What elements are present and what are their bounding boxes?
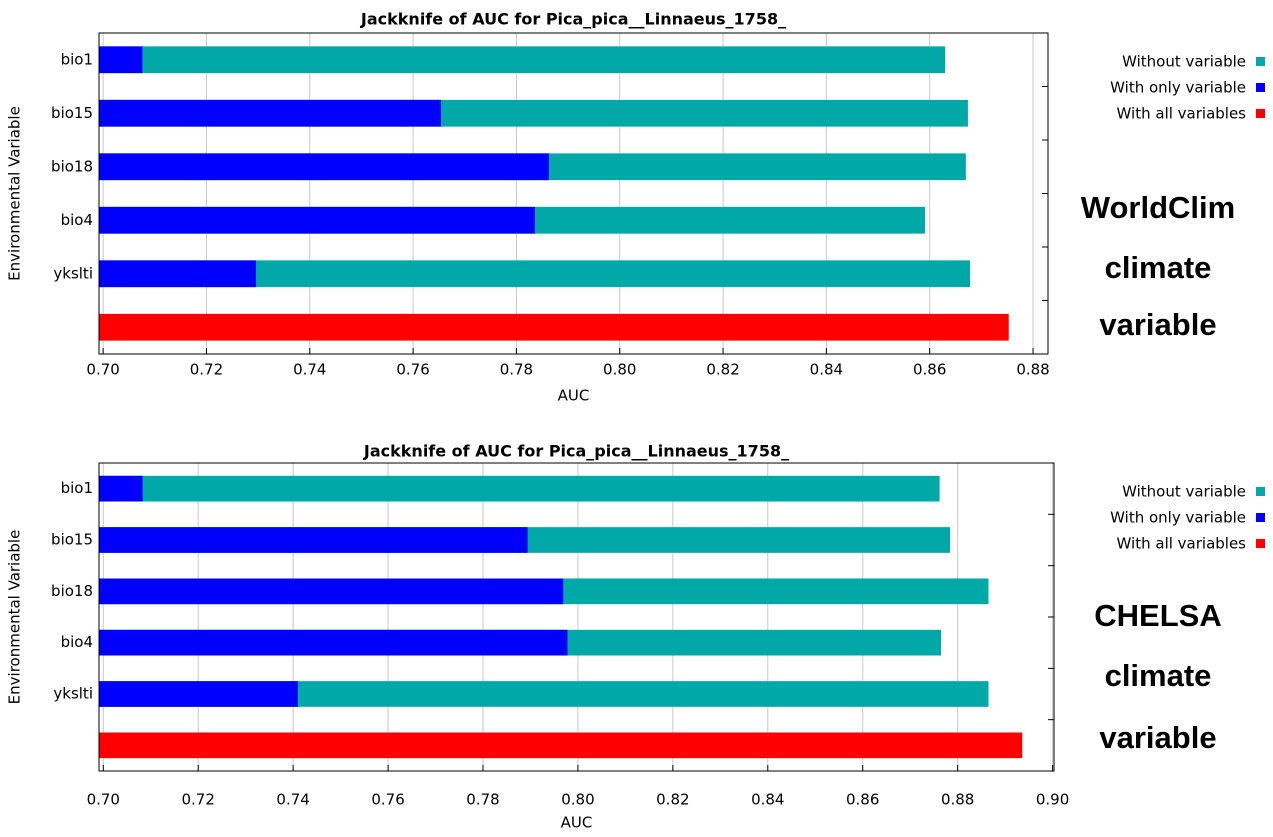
- bar: [99, 313, 1009, 341]
- y-tick-label: bio15: [51, 104, 93, 122]
- y-tick-label: bio1: [61, 50, 93, 68]
- bar: [99, 206, 536, 234]
- bar: [99, 260, 257, 288]
- x-tick-label: 0.80: [561, 791, 594, 809]
- bar: [99, 46, 946, 74]
- x-tick-label: 0.82: [706, 361, 739, 379]
- bar: [99, 475, 940, 502]
- y-tick-label: bio18: [51, 157, 93, 175]
- annotation: CHELSA: [1094, 598, 1221, 633]
- bar: [99, 629, 568, 656]
- chart-title: Jackknife of AUC for Pica_pica__Linnaeus…: [363, 442, 789, 461]
- x-tick-label: 0.78: [500, 361, 533, 379]
- annotation: climate: [1105, 658, 1212, 693]
- x-tick-label: 0.84: [751, 791, 784, 809]
- bar: [99, 681, 298, 707]
- y-tick-label: bio18: [51, 582, 93, 600]
- bar: [99, 475, 143, 502]
- legend-label: With only variable: [1110, 509, 1246, 527]
- plot-frame: [98, 462, 1055, 772]
- bar: [99, 46, 143, 74]
- y-axis-label: Environmental Variable: [6, 106, 24, 281]
- chart-title: Jackknife of AUC for Pica_pica__Linnaeus…: [360, 10, 786, 29]
- y-tick-label: bio1: [61, 479, 93, 497]
- legend-swatch: [1256, 57, 1265, 66]
- bar: [99, 578, 564, 605]
- x-tick-label: 0.70: [86, 361, 119, 379]
- x-tick-label: 0.88: [1016, 361, 1049, 379]
- x-tick-label: 0.86: [913, 361, 946, 379]
- annotation: WorldClim: [1081, 190, 1235, 225]
- x-tick-label: 0.72: [181, 791, 214, 809]
- legend-label: With only variable: [1110, 79, 1246, 97]
- legend-swatch: [1256, 487, 1265, 496]
- x-tick-label: 0.80: [603, 361, 636, 379]
- legend-label: Without variable: [1122, 483, 1246, 501]
- bar: [99, 732, 1023, 759]
- x-tick-label: 0.74: [293, 361, 326, 379]
- annotation: variable: [1099, 307, 1216, 342]
- x-tick-label: 0.70: [87, 791, 120, 809]
- x-tick-label: 0.82: [656, 791, 689, 809]
- legend-label: With all variables: [1117, 535, 1247, 553]
- y-tick-label: bio4: [61, 211, 93, 229]
- x-tick-label: 0.74: [276, 791, 309, 809]
- annotation: climate: [1105, 250, 1212, 285]
- x-tick-label: 0.90: [1036, 791, 1069, 809]
- x-tick-label: 0.84: [810, 361, 843, 379]
- x-tick-label: 0.76: [371, 791, 404, 809]
- legend-swatch: [1256, 513, 1265, 522]
- x-axis-label: AUC: [558, 387, 590, 405]
- legend-swatch: [1256, 83, 1265, 92]
- x-axis-label: AUC: [561, 814, 593, 832]
- legend-swatch: [1256, 539, 1265, 548]
- plot-area: [99, 463, 1054, 771]
- bar: [99, 527, 528, 553]
- y-tick-label: bio15: [51, 531, 93, 549]
- annotation: variable: [1099, 720, 1216, 755]
- y-tick-label: ykslti: [53, 264, 93, 282]
- bar: [99, 99, 441, 127]
- plot-frame: [98, 32, 1049, 355]
- legend-label: With all variables: [1117, 105, 1247, 123]
- plot-area: [99, 33, 1048, 354]
- y-tick-label: ykslti: [53, 685, 93, 703]
- y-axis-label: Environmental Variable: [6, 530, 24, 705]
- x-tick-label: 0.86: [846, 791, 879, 809]
- bar: [99, 153, 549, 181]
- legend-label: Without variable: [1122, 53, 1246, 71]
- legend-swatch: [1256, 109, 1265, 118]
- x-tick-label: 0.78: [466, 791, 499, 809]
- y-tick-label: bio4: [61, 633, 93, 651]
- x-tick-label: 0.88: [941, 791, 974, 809]
- x-tick-label: 0.72: [190, 361, 223, 379]
- x-tick-label: 0.76: [396, 361, 429, 379]
